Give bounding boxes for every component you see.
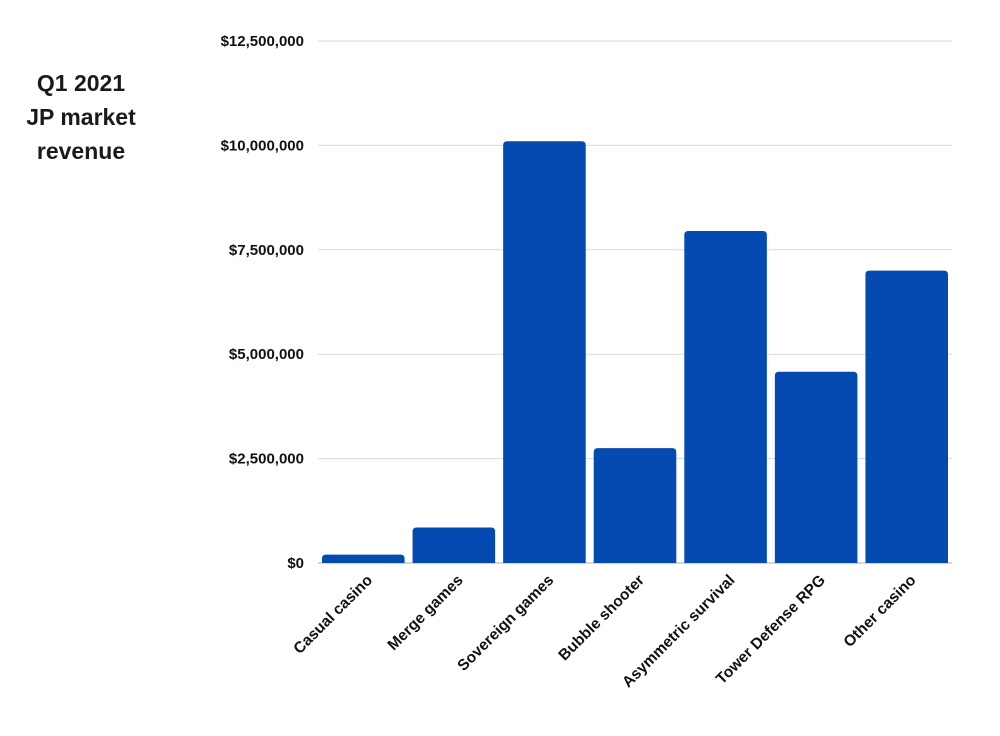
bar-sovereign-games [503, 141, 586, 563]
bar-casual-casino [322, 554, 405, 563]
x-category-label: Sovereign games [454, 572, 557, 675]
bar-merge-games [412, 527, 496, 563]
bars [322, 141, 948, 563]
chart-title: Q1 2021 JP market revenue [0, 66, 162, 168]
x-category-label: Bubble shooter [555, 572, 647, 664]
x-category-label: Casual casino [290, 572, 376, 658]
bar-tower-defense-rpg [774, 371, 858, 563]
bar-bubble-shooter [593, 448, 677, 563]
y-axis-tick-labels: $0 $2,500,000 $5,000,000 $7,500,000 $10,000,… [221, 33, 304, 572]
x-category-label: Other casino [841, 572, 920, 651]
y-tick-label: $2,500,000 [229, 451, 304, 468]
bar-other-casino [865, 270, 948, 563]
y-tick-label: $10,000,000 [221, 137, 304, 154]
x-category-label: Merge games [385, 572, 467, 654]
y-tick-label: $12,500,000 [221, 33, 304, 50]
y-tick-label: $0 [287, 555, 304, 572]
bar-asymmetric-survival [684, 231, 767, 563]
chart-title-line-1: Q1 2021 [36, 70, 126, 96]
chart-title-line-2: JP market [26, 104, 136, 130]
chart-title-line-3: revenue [36, 138, 126, 164]
y-tick-label: $7,500,000 [229, 242, 304, 259]
y-tick-label: $5,000,000 [229, 346, 304, 363]
